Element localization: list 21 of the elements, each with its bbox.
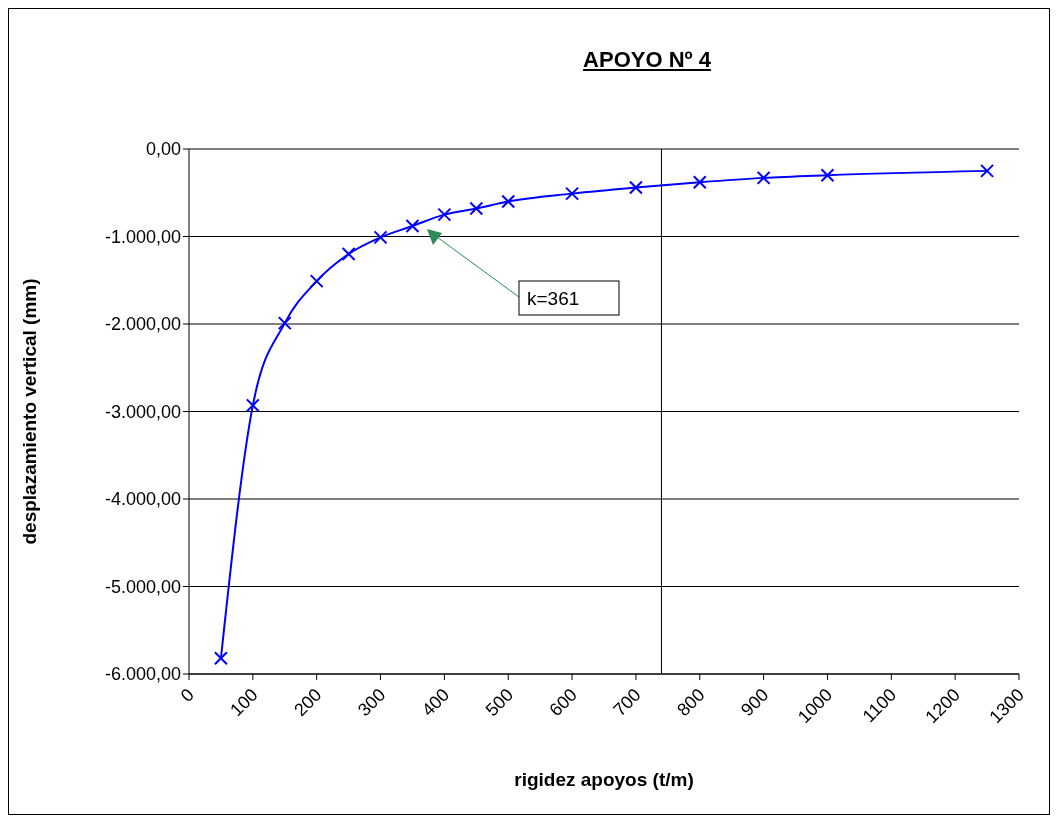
y-tick-label: -6.000,00 — [104, 664, 181, 685]
x-tick-label: 100 — [226, 684, 262, 721]
y-tick-label: -4.000,00 — [104, 489, 181, 510]
x-tick-label: 600 — [545, 684, 581, 721]
x-tick-label: 700 — [609, 684, 645, 721]
x-tick-label: 300 — [353, 684, 390, 721]
y-tick-label: -2.000,00 — [104, 314, 181, 335]
x-tick-label: 900 — [737, 684, 773, 721]
y-tick-label: 0,00 — [145, 139, 181, 160]
x-tick-label: 800 — [673, 684, 709, 721]
annotation: k=361 — [527, 288, 580, 309]
x-tick-label: 200 — [290, 684, 326, 721]
y-tick-label: -5.000,00 — [104, 576, 181, 597]
chart-title: APOYO Nº 4 — [582, 47, 712, 73]
x-tick-label: 400 — [417, 684, 454, 721]
x-axis-title: rigidez apoyos (t/m) — [514, 769, 694, 790]
x-tick-label: 500 — [481, 684, 518, 721]
x-tick-label: 0 — [176, 684, 198, 706]
y-tick-label: -3.000,00 — [104, 401, 181, 422]
y-tick-label: -1.000,00 — [104, 226, 181, 247]
y-axis-title: desplazamiento vertical (mm) — [18, 278, 40, 545]
